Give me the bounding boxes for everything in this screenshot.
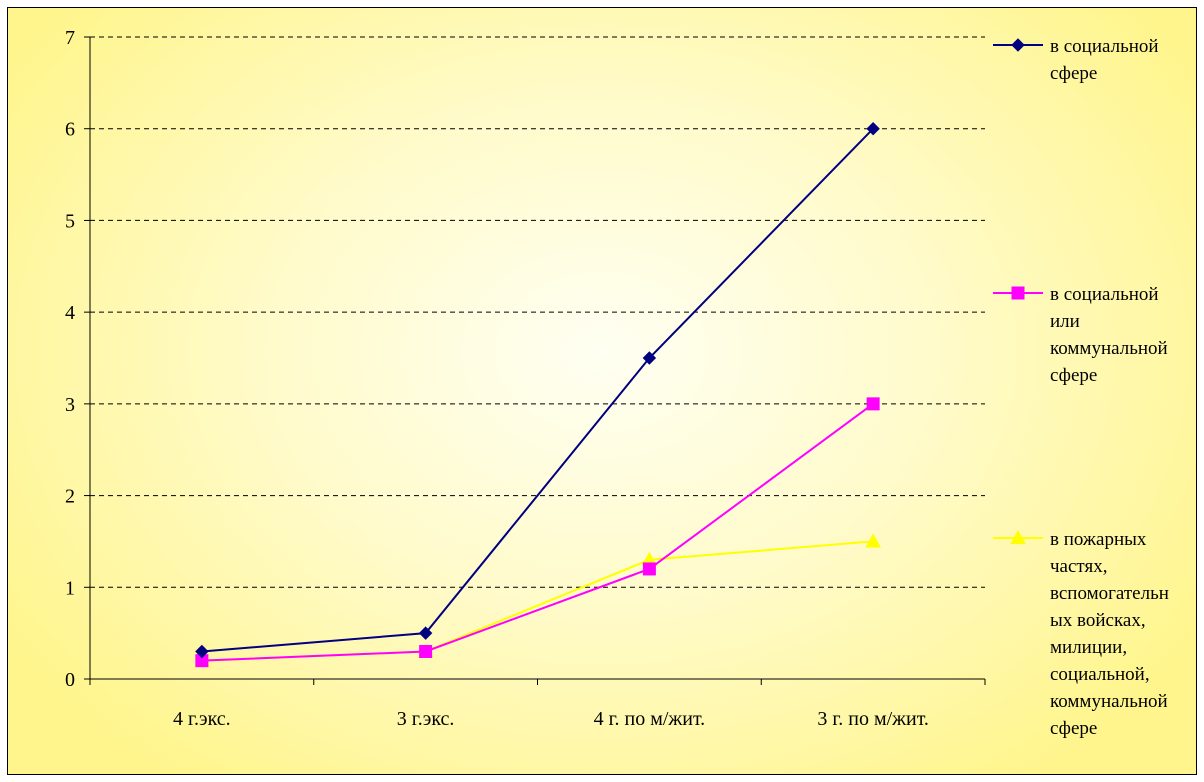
x-tick-label: 4 г.экс. [173,708,231,730]
y-tick-label: 5 [65,210,75,232]
data-point [418,626,433,640]
data-point [195,644,209,659]
data-point [419,644,433,658]
x-tick-label: 3 г. по м/жит. [817,708,929,730]
legend-label: ых войсках, [1050,610,1146,631]
legend-item: в социальной сфере [993,36,1159,84]
chart-frame [7,7,1197,775]
gridlines [90,36,985,588]
axes: 0 1 2 3 4 5 6 7 4 г.экс. 3 г.экс. 4 г. по м/жит. 3 … [65,27,986,730]
series-line [201,403,874,662]
legend: в социальной сфере в социальной или коммунал… [993,36,1169,739]
legend-label: или [1050,311,1080,332]
x-tick-label: 3 г.экс. [397,708,455,730]
legend-label: сфере [1050,63,1097,84]
legend-label: в социальной [1050,36,1159,57]
y-tick-label: 4 [65,302,75,324]
legend-label: сфере [1050,365,1097,386]
legend-marker [1010,529,1026,545]
legend-label: коммунальной [1050,691,1168,712]
data-point [642,562,656,576]
legend-label: сфере [1050,718,1097,739]
legend-label: вспомогательн [1050,583,1169,604]
legend-marker [1011,38,1025,52]
series-group [194,122,881,668]
series-line [201,128,874,653]
legend-label: милиции, [1050,637,1127,658]
series-2 [195,397,880,668]
legend-label: в пожарных [1050,529,1147,550]
x-tick-label: 4 г. по м/жит. [594,708,706,730]
y-tick-label: 2 [65,486,75,508]
legend-label: коммунальной [1050,338,1168,359]
legend-marker [1011,286,1025,300]
data-point [866,122,880,136]
legend-label: в социальной [1050,284,1159,305]
data-point [642,351,657,365]
legend-item: в пожарных частях, вспомогательн ых войсках… [993,529,1169,739]
y-tick-label: 1 [65,577,75,599]
data-point [865,533,881,548]
y-tick-label: 3 [65,394,75,416]
y-tick-label: 6 [65,119,75,141]
legend-label: частях, [1050,556,1107,577]
y-tick-label: 7 [65,27,75,49]
legend-item: в социальной или коммунальной сфере [993,284,1168,386]
series-1 [195,122,880,659]
series-3 [194,533,881,667]
data-point [866,397,880,411]
legend-label: социальной, [1050,664,1150,685]
y-tick-label: 0 [65,669,75,691]
